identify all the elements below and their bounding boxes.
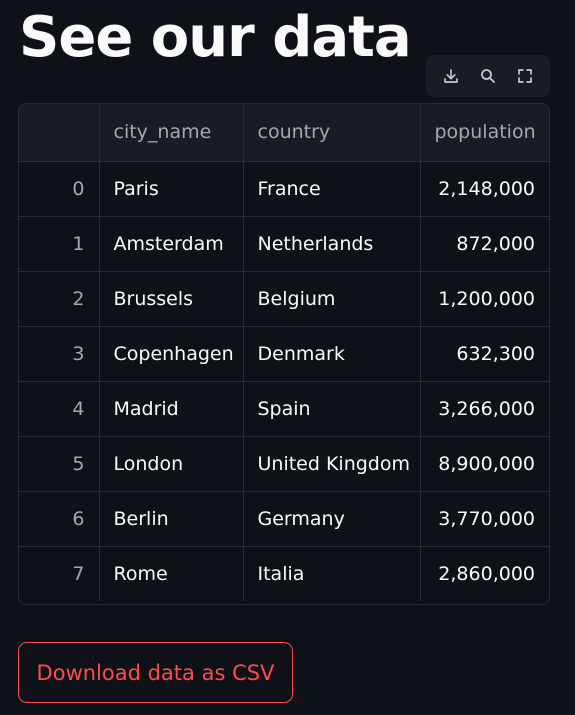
- header-city-name[interactable]: city_name: [99, 104, 244, 162]
- cell-population[interactable]: 3,266,000: [420, 381, 549, 437]
- row-index[interactable]: 4: [19, 381, 100, 437]
- table-row: 4 Madrid Spain 3,266,000: [19, 381, 549, 437]
- cell-country[interactable]: Italia: [243, 546, 421, 601]
- cell-country[interactable]: Germany: [243, 491, 421, 547]
- cell-city-name[interactable]: Amsterdam: [99, 216, 244, 272]
- cell-city-name[interactable]: Copenhagen: [99, 326, 244, 382]
- cell-city-name[interactable]: Brussels: [99, 271, 244, 327]
- page-title: See our data: [19, 5, 412, 70]
- cell-population[interactable]: 2,860,000: [438, 562, 535, 585]
- cell-population[interactable]: 1,200,000: [420, 271, 549, 327]
- cell-city-name[interactable]: Paris: [99, 161, 244, 217]
- table-header-row: city_name country population: [19, 104, 549, 162]
- cell-country[interactable]: Belgium: [243, 271, 421, 327]
- cell-population[interactable]: 872,000: [420, 216, 549, 272]
- row-index[interactable]: 2: [19, 271, 100, 327]
- search-button[interactable]: [473, 61, 503, 91]
- cell-city-name[interactable]: London: [99, 436, 244, 492]
- table-row: 3 Copenhagen Denmark 632,300: [19, 326, 549, 382]
- row-index[interactable]: 3: [19, 326, 100, 382]
- table-row: 6 Berlin Germany 3,770,000: [19, 491, 549, 547]
- download-icon: [443, 69, 458, 83]
- header-index[interactable]: [19, 104, 100, 162]
- search-icon: [481, 69, 495, 83]
- table-row: 7 Rome Italia 2,860,000: [19, 546, 549, 601]
- cell-country[interactable]: Spain: [243, 381, 421, 437]
- cell-city-name[interactable]: Berlin: [99, 491, 244, 547]
- table-row: 0 Paris France 2,148,000: [19, 161, 549, 217]
- cell-city-name[interactable]: Rome: [99, 546, 244, 601]
- fullscreen-icon: [518, 69, 533, 83]
- fullscreen-button[interactable]: [510, 61, 540, 91]
- row-index[interactable]: 5: [19, 436, 100, 492]
- header-population[interactable]: population: [420, 104, 549, 162]
- download-csv-button[interactable]: Download data as CSV: [18, 642, 293, 703]
- row-index[interactable]: 1: [19, 216, 100, 272]
- row-index[interactable]: 7: [19, 546, 100, 601]
- table-row: 1 Amsterdam Netherlands 872,000: [19, 216, 549, 272]
- table-row: 2 Brussels Belgium 1,200,000: [19, 271, 549, 327]
- cell-population[interactable]: 632,300: [420, 326, 549, 382]
- header-country[interactable]: country: [243, 104, 421, 162]
- row-index[interactable]: 6: [19, 491, 100, 547]
- cell-population[interactable]: 2,148,000: [420, 161, 549, 217]
- row-index[interactable]: 0: [19, 161, 100, 217]
- cell-country[interactable]: Denmark: [243, 326, 421, 382]
- cell-country[interactable]: United Kingdom: [243, 436, 421, 492]
- data-table[interactable]: city_name country population 0 Paris Fra…: [18, 103, 550, 605]
- cell-population[interactable]: 8,900,000: [420, 436, 549, 492]
- cell-city-name[interactable]: Madrid: [99, 381, 244, 437]
- cell-population[interactable]: 3,770,000: [420, 491, 549, 547]
- dataframe-toolbar: [426, 55, 550, 97]
- cell-country[interactable]: France: [243, 161, 421, 217]
- download-button[interactable]: [436, 61, 466, 91]
- cell-country[interactable]: Netherlands: [243, 216, 421, 272]
- table-row: 5 London United Kingdom 8,900,000: [19, 436, 549, 492]
